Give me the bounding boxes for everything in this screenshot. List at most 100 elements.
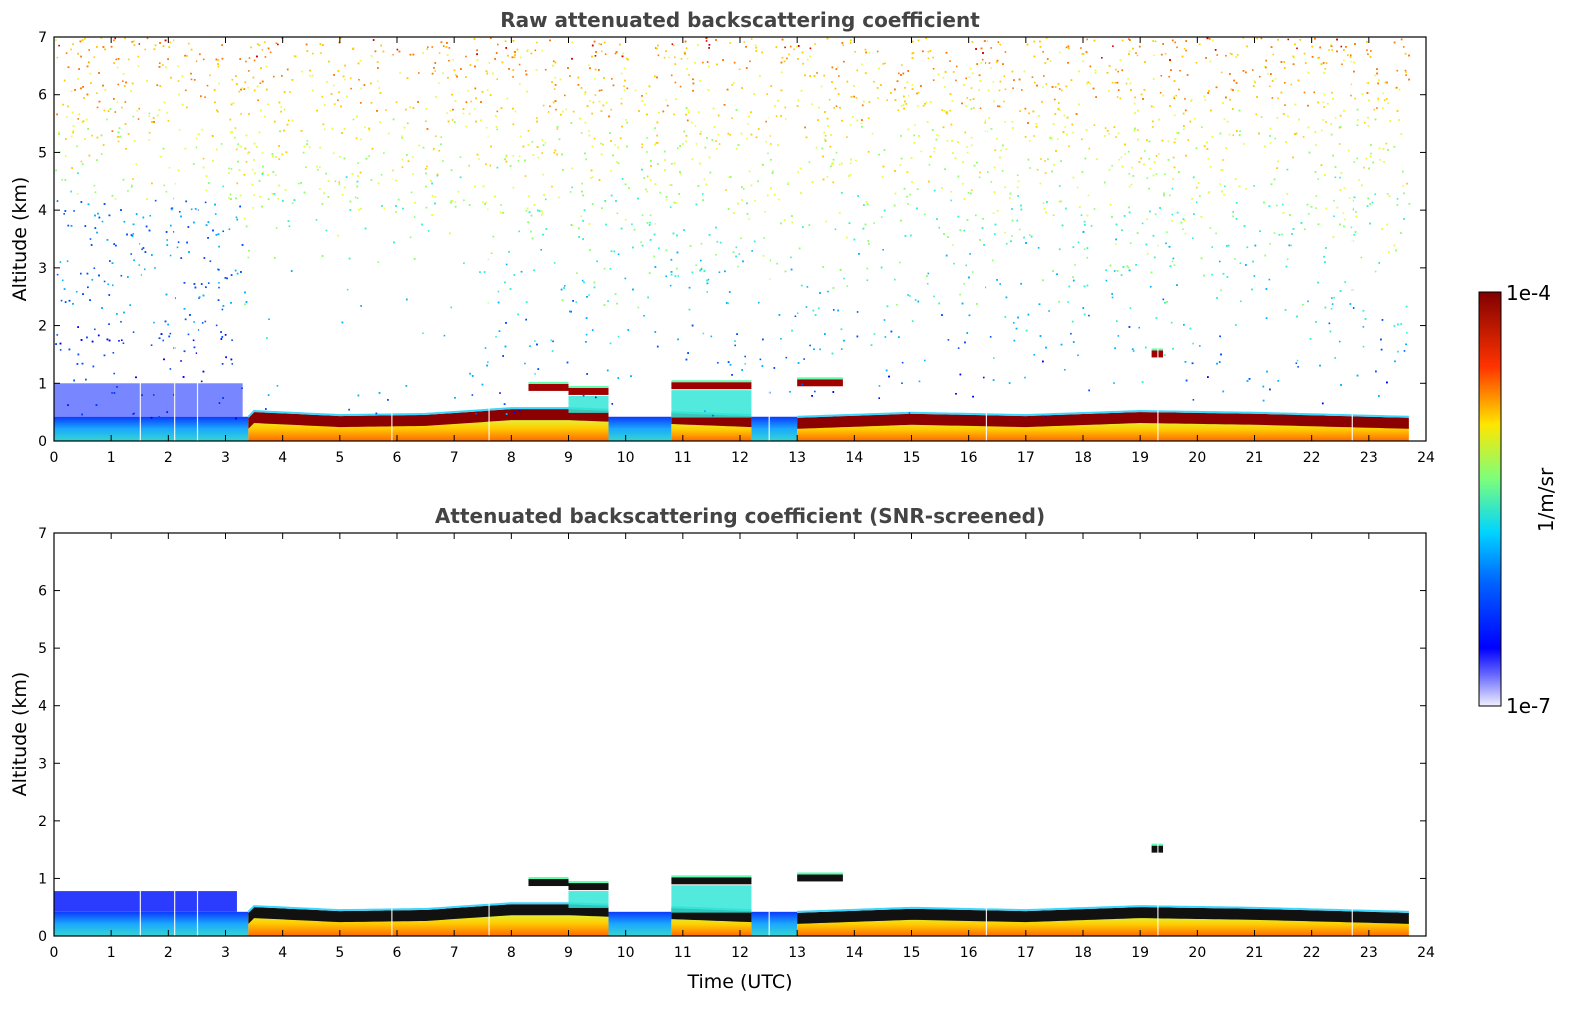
noise-pixel [451, 200, 454, 202]
noise-pixel [1080, 214, 1083, 216]
noise-pixel [594, 94, 597, 96]
noise-pixel [1083, 220, 1086, 223]
noise-pixel [109, 260, 111, 262]
noise-pixel [654, 183, 657, 185]
noise-pixel [1315, 144, 1317, 147]
noise-pixel [1105, 269, 1107, 272]
noise-pixel [873, 333, 876, 335]
noise-pixel [1234, 258, 1236, 260]
noise-pixel [580, 132, 583, 134]
noise-pixel [547, 111, 550, 113]
noise-pixel [1325, 207, 1328, 210]
noise-pixel [990, 67, 992, 69]
noise-pixel [127, 133, 130, 135]
cloud-top-edge [797, 410, 1409, 418]
noise-pixel [1370, 50, 1372, 52]
noise-pixel [360, 87, 363, 90]
noise-pixel [686, 68, 688, 70]
noise-pixel [759, 75, 761, 77]
noise-pixel [1105, 279, 1108, 282]
noise-pixel [512, 123, 515, 126]
noise-pixel [96, 106, 99, 109]
noise-pixel [357, 162, 359, 164]
noise-pixel [130, 186, 133, 188]
noise-pixel [1343, 218, 1346, 221]
noise-pixel [148, 131, 151, 134]
noise-pixel [116, 66, 119, 69]
noise-pixel [93, 184, 96, 187]
noise-pixel [317, 168, 319, 171]
noise-pixel [252, 76, 255, 79]
noise-pixel [680, 58, 683, 60]
noise-pixel [750, 111, 752, 114]
noise-pixel [687, 111, 690, 114]
noise-pixel [512, 186, 515, 189]
noise-pixel [1080, 47, 1082, 49]
noise-pixel [731, 117, 733, 119]
noise-pixel [1043, 75, 1045, 77]
noise-pixel [715, 253, 717, 256]
noise-pixel [328, 60, 330, 63]
noise-pixel [898, 336, 900, 338]
noise-pixel [769, 143, 772, 145]
noise-pixel [570, 224, 573, 226]
noise-pixel [221, 57, 224, 60]
noise-pixel [1053, 98, 1056, 101]
noise-pixel [271, 153, 274, 155]
noise-pixel [512, 76, 514, 78]
noise-pixel [178, 129, 181, 131]
noise-pixel [316, 165, 318, 168]
noise-pixel [1367, 197, 1370, 200]
noise-pixel [901, 382, 903, 385]
noise-pixel [234, 136, 236, 139]
noise-pixel [780, 337, 782, 340]
noise-pixel [108, 214, 111, 217]
noise-pixel [584, 91, 587, 94]
noise-pixel [712, 414, 714, 417]
noise-pixel [1198, 345, 1201, 347]
noise-pixel [162, 339, 165, 342]
noise-pixel [808, 161, 811, 164]
noise-pixel [1366, 92, 1369, 94]
noise-pixel [498, 330, 501, 332]
noise-pixel [331, 127, 334, 130]
noise-pixel [1043, 207, 1046, 210]
noise-pixel [1038, 303, 1041, 306]
noise-pixel [1360, 256, 1363, 259]
noise-pixel [120, 320, 122, 323]
noise-pixel [1058, 185, 1061, 187]
noise-pixel [999, 156, 1001, 159]
noise-pixel [1245, 187, 1247, 190]
noise-pixel [448, 47, 451, 49]
noise-pixel [518, 155, 521, 157]
noise-pixel [842, 44, 845, 47]
noise-pixel [591, 145, 594, 148]
noise-pixel [1363, 166, 1365, 169]
noise-pixel [73, 210, 75, 212]
noise-pixel [154, 267, 156, 269]
noise-pixel [1026, 43, 1029, 46]
noise-pixel [951, 100, 954, 102]
noise-pixel [251, 168, 254, 171]
noise-pixel [838, 75, 840, 77]
noise-pixel [1346, 54, 1349, 56]
noise-pixel [1237, 89, 1239, 92]
noise-pixel [1071, 320, 1074, 323]
noise-pixel [247, 86, 249, 89]
noise-pixel [1198, 43, 1201, 46]
noise-pixel [561, 299, 564, 301]
noise-pixel [901, 361, 904, 364]
noise-pixel [319, 188, 321, 190]
noise-pixel [1146, 139, 1148, 142]
noise-pixel [746, 137, 748, 140]
noise-pixel [609, 267, 612, 270]
noise-pixel [1116, 270, 1119, 272]
noise-pixel [673, 113, 675, 116]
noise-pixel [197, 329, 200, 331]
noise-pixel [1370, 152, 1372, 155]
noise-pixel [793, 48, 795, 51]
noise-pixel [1171, 39, 1174, 42]
noise-pixel [870, 344, 873, 346]
noise-pixel [1162, 94, 1165, 97]
noise-pixel [1171, 187, 1174, 190]
